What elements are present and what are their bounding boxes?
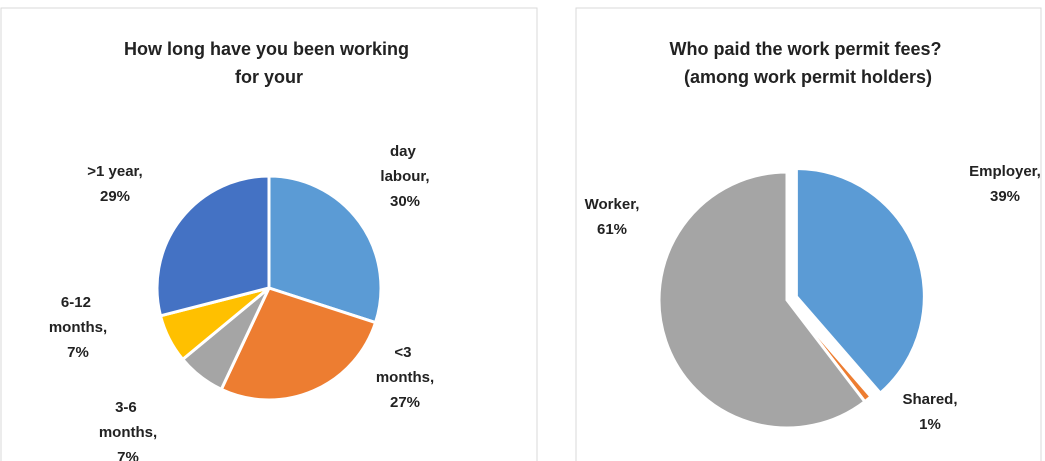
pie-slice (267, 174, 383, 325)
slice-label: Employer, (969, 163, 1041, 180)
value-label: 39% (990, 188, 1020, 205)
slice-label: >1 year, (87, 163, 142, 180)
value-label: 7% (67, 344, 89, 361)
value-label: 29% (100, 188, 130, 205)
pie-slice (794, 166, 926, 396)
panel (0, 7, 538, 461)
pie-slice (155, 174, 271, 318)
panel (575, 7, 1042, 461)
slice-label: 3-6 months, (99, 399, 157, 441)
slice-label: day labour, (380, 143, 429, 185)
chart-title: How long have you been working for your (124, 39, 414, 87)
value-label: 7% (117, 449, 139, 461)
value-label: 1% (919, 416, 941, 433)
pie-slice (219, 286, 378, 402)
chart-title: Who paid the work permit fees? (among wo… (669, 39, 946, 87)
value-label: 30% (390, 193, 420, 210)
value-label: 27% (390, 394, 420, 411)
slice-label: Shared, (902, 391, 957, 408)
slice-label: <3 months, (376, 344, 434, 386)
value-label: 61% (597, 221, 627, 238)
slice-label: Worker, (585, 196, 640, 213)
slice-label: 6-12 months, (49, 294, 107, 336)
pie-slice (657, 170, 867, 430)
